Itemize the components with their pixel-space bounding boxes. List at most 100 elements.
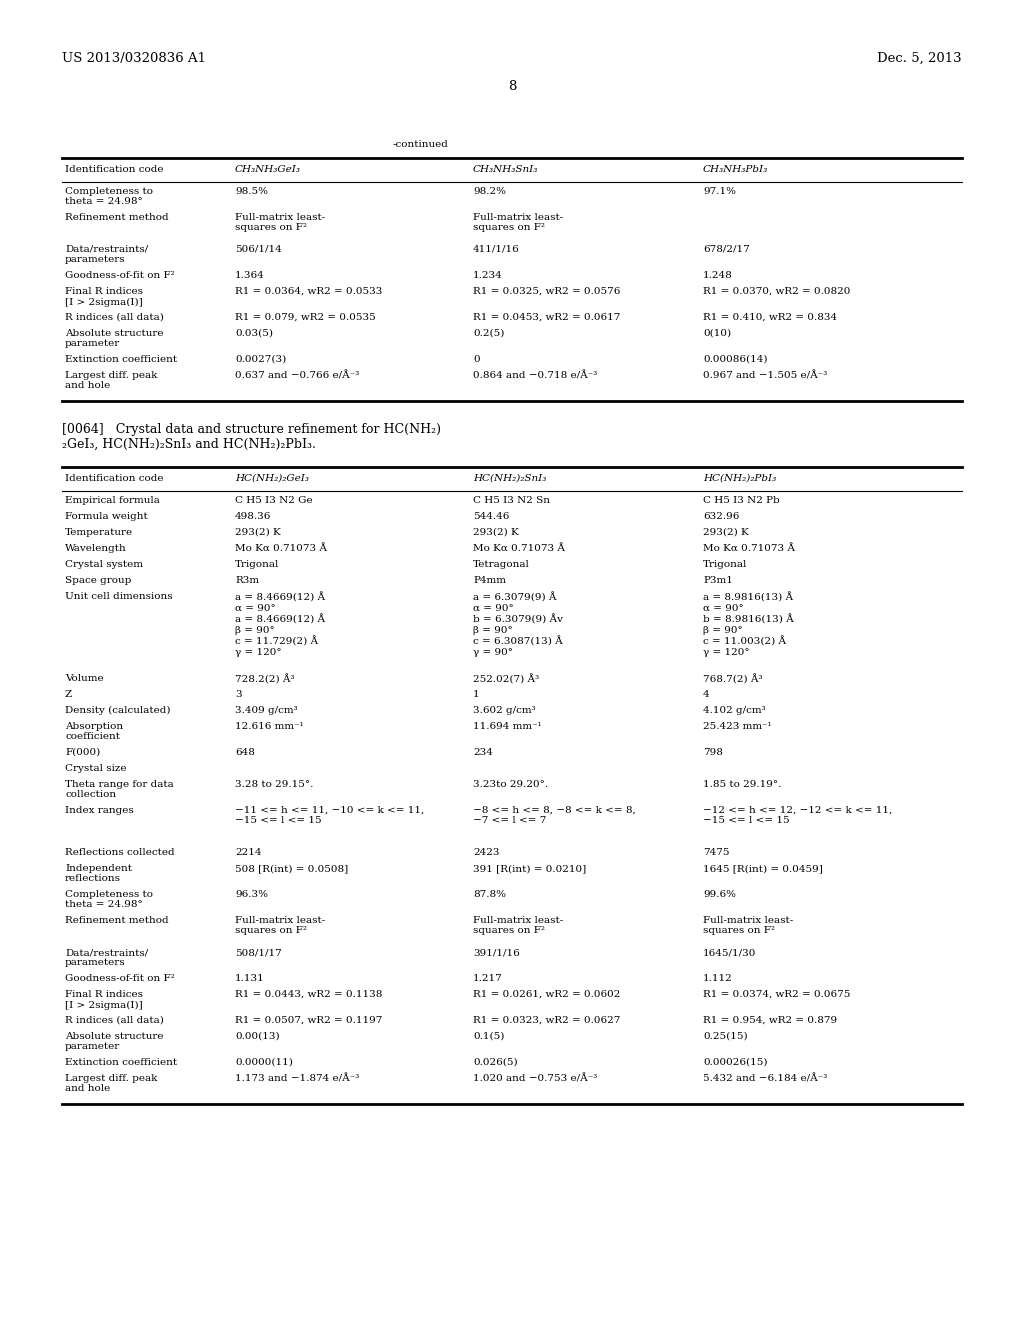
Text: 1.131: 1.131: [234, 974, 265, 983]
Text: 498.36: 498.36: [234, 512, 271, 521]
Text: Refinement method: Refinement method: [65, 213, 169, 222]
Text: Identification code: Identification code: [65, 165, 164, 174]
Text: 87.8%: 87.8%: [473, 890, 506, 899]
Text: 3.602 g/cm³: 3.602 g/cm³: [473, 706, 536, 715]
Text: 234: 234: [473, 748, 493, 756]
Text: 0.967 and −1.505 e/Å⁻³: 0.967 and −1.505 e/Å⁻³: [703, 371, 827, 380]
Text: Mo Kα 0.71073 Å: Mo Kα 0.71073 Å: [473, 544, 565, 553]
Text: Volume: Volume: [65, 675, 103, 682]
Text: 0.026(5): 0.026(5): [473, 1059, 517, 1067]
Text: 0(10): 0(10): [703, 329, 731, 338]
Text: Completeness to
theta = 24.98°: Completeness to theta = 24.98°: [65, 890, 153, 909]
Text: HC(NH₂)₂PbI₃: HC(NH₂)₂PbI₃: [703, 474, 776, 483]
Text: 0.00(13): 0.00(13): [234, 1032, 280, 1041]
Text: R1 = 0.0325, wR2 = 0.0576: R1 = 0.0325, wR2 = 0.0576: [473, 286, 621, 296]
Text: HC(NH₂)₂GeI₃: HC(NH₂)₂GeI₃: [234, 474, 309, 483]
Text: Absolute structure
parameter: Absolute structure parameter: [65, 329, 164, 348]
Text: 0: 0: [473, 355, 479, 364]
Text: −12 <= h <= 12, −12 <= k <= 11,
−15 <= l <= 15: −12 <= h <= 12, −12 <= k <= 11, −15 <= l…: [703, 807, 892, 825]
Text: Unit cell dimensions: Unit cell dimensions: [65, 591, 173, 601]
Text: 506/1/14: 506/1/14: [234, 246, 282, 253]
Text: 1.234: 1.234: [473, 271, 503, 280]
Text: Independent
reflections: Independent reflections: [65, 865, 132, 883]
Text: 1.217: 1.217: [473, 974, 503, 983]
Text: 1.364: 1.364: [234, 271, 265, 280]
Text: CH₃NH₃GeI₃: CH₃NH₃GeI₃: [234, 165, 301, 174]
Text: Extinction coefficient: Extinction coefficient: [65, 1059, 177, 1067]
Text: ₂GeI₃, HC(NH₂)₂SnI₃ and HC(NH₂)₂PbI₃.: ₂GeI₃, HC(NH₂)₂SnI₃ and HC(NH₂)₂PbI₃.: [62, 438, 315, 451]
Text: 3.409 g/cm³: 3.409 g/cm³: [234, 706, 298, 715]
Text: R1 = 0.0443, wR2 = 0.1138: R1 = 0.0443, wR2 = 0.1138: [234, 990, 382, 999]
Text: Full-matrix least-
squares on F²: Full-matrix least- squares on F²: [234, 213, 326, 232]
Text: Reflections collected: Reflections collected: [65, 847, 175, 857]
Text: C H5 I3 N2 Pb: C H5 I3 N2 Pb: [703, 496, 779, 506]
Text: 1.112: 1.112: [703, 974, 733, 983]
Text: 0.0000(11): 0.0000(11): [234, 1059, 293, 1067]
Text: Full-matrix least-
squares on F²: Full-matrix least- squares on F²: [234, 916, 326, 936]
Text: Identification code: Identification code: [65, 474, 164, 483]
Text: 648: 648: [234, 748, 255, 756]
Text: US 2013/0320836 A1: US 2013/0320836 A1: [62, 51, 206, 65]
Text: a = 6.3079(9) Å
α = 90°
b = 6.3079(9) Åv
β = 90°
c = 6.3087(13) Å
γ = 90°: a = 6.3079(9) Å α = 90° b = 6.3079(9) Åv…: [473, 591, 563, 657]
Text: 768.7(2) Å³: 768.7(2) Å³: [703, 675, 763, 684]
Text: 0.637 and −0.766 e/Å⁻³: 0.637 and −0.766 e/Å⁻³: [234, 371, 359, 380]
Text: Refinement method: Refinement method: [65, 916, 169, 925]
Text: 798: 798: [703, 748, 723, 756]
Text: [0064]   Crystal data and structure refinement for HC(NH₂): [0064] Crystal data and structure refine…: [62, 422, 441, 436]
Text: 1.85 to 29.19°.: 1.85 to 29.19°.: [703, 780, 781, 789]
Text: CH₃NH₃SnI₃: CH₃NH₃SnI₃: [473, 165, 539, 174]
Text: 1.248: 1.248: [703, 271, 733, 280]
Text: Mo Kα 0.71073 Å: Mo Kα 0.71073 Å: [234, 544, 327, 553]
Text: 98.2%: 98.2%: [473, 187, 506, 195]
Text: Mo Kα 0.71073 Å: Mo Kα 0.71073 Å: [703, 544, 795, 553]
Text: Completeness to
theta = 24.98°: Completeness to theta = 24.98°: [65, 187, 153, 206]
Text: Temperature: Temperature: [65, 528, 133, 537]
Text: 508 [R(int) = 0.0508]: 508 [R(int) = 0.0508]: [234, 865, 348, 873]
Text: 3.23to 29.20°.: 3.23to 29.20°.: [473, 780, 548, 789]
Text: HC(NH₂)₂SnI₃: HC(NH₂)₂SnI₃: [473, 474, 547, 483]
Text: R3m: R3m: [234, 576, 259, 585]
Text: 293(2) K: 293(2) K: [473, 528, 519, 537]
Text: CH₃NH₃PbI₃: CH₃NH₃PbI₃: [703, 165, 768, 174]
Text: 632.96: 632.96: [703, 512, 739, 521]
Text: 97.1%: 97.1%: [703, 187, 736, 195]
Text: R1 = 0.0261, wR2 = 0.0602: R1 = 0.0261, wR2 = 0.0602: [473, 990, 621, 999]
Text: 1645/1/30: 1645/1/30: [703, 948, 757, 957]
Text: R1 = 0.0364, wR2 = 0.0533: R1 = 0.0364, wR2 = 0.0533: [234, 286, 382, 296]
Text: 3: 3: [234, 690, 242, 700]
Text: Data/restraints/
parameters: Data/restraints/ parameters: [65, 948, 148, 968]
Text: Empirical formula: Empirical formula: [65, 496, 160, 506]
Text: a = 8.9816(13) Å
α = 90°
b = 8.9816(13) Å
β = 90°
c = 11.003(2) Å
γ = 120°: a = 8.9816(13) Å α = 90° b = 8.9816(13) …: [703, 591, 794, 657]
Text: Largest diff. peak
and hole: Largest diff. peak and hole: [65, 371, 158, 391]
Text: 0.864 and −0.718 e/Å⁻³: 0.864 and −0.718 e/Å⁻³: [473, 371, 597, 380]
Text: Z: Z: [65, 690, 73, 700]
Text: 1.173 and −1.874 e/Å⁻³: 1.173 and −1.874 e/Å⁻³: [234, 1074, 359, 1084]
Text: R1 = 0.0323, wR2 = 0.0627: R1 = 0.0323, wR2 = 0.0627: [473, 1016, 621, 1026]
Text: P4mm: P4mm: [473, 576, 506, 585]
Text: R1 = 0.954, wR2 = 0.879: R1 = 0.954, wR2 = 0.879: [703, 1016, 838, 1026]
Text: 252.02(7) Å³: 252.02(7) Å³: [473, 675, 539, 684]
Text: a = 8.4669(12) Å
α = 90°
a = 8.4669(12) Å
β = 90°
c = 11.729(2) Å
γ = 120°: a = 8.4669(12) Å α = 90° a = 8.4669(12) …: [234, 591, 326, 657]
Text: Full-matrix least-
squares on F²: Full-matrix least- squares on F²: [703, 916, 794, 936]
Text: 0.2(5): 0.2(5): [473, 329, 505, 338]
Text: Largest diff. peak
and hole: Largest diff. peak and hole: [65, 1074, 158, 1093]
Text: Full-matrix least-
squares on F²: Full-matrix least- squares on F²: [473, 213, 563, 232]
Text: C H5 I3 N2 Ge: C H5 I3 N2 Ge: [234, 496, 312, 506]
Text: Data/restraints/
parameters: Data/restraints/ parameters: [65, 246, 148, 264]
Text: 728.2(2) Å³: 728.2(2) Å³: [234, 675, 295, 684]
Text: 11.694 mm⁻¹: 11.694 mm⁻¹: [473, 722, 542, 731]
Text: 0.03(5): 0.03(5): [234, 329, 273, 338]
Text: Goodness-of-fit on F²: Goodness-of-fit on F²: [65, 974, 175, 983]
Text: 4.102 g/cm³: 4.102 g/cm³: [703, 706, 766, 715]
Text: 544.46: 544.46: [473, 512, 509, 521]
Text: R1 = 0.079, wR2 = 0.0535: R1 = 0.079, wR2 = 0.0535: [234, 313, 376, 322]
Text: R1 = 0.0374, wR2 = 0.0675: R1 = 0.0374, wR2 = 0.0675: [703, 990, 850, 999]
Text: Final R indices
[I > 2sigma(I)]: Final R indices [I > 2sigma(I)]: [65, 990, 143, 1010]
Text: R1 = 0.0507, wR2 = 0.1197: R1 = 0.0507, wR2 = 0.1197: [234, 1016, 382, 1026]
Text: Final R indices
[I > 2sigma(I)]: Final R indices [I > 2sigma(I)]: [65, 286, 143, 306]
Text: Full-matrix least-
squares on F²: Full-matrix least- squares on F²: [473, 916, 563, 936]
Text: −8 <= h <= 8, −8 <= k <= 8,
−7 <= l <= 7: −8 <= h <= 8, −8 <= k <= 8, −7 <= l <= 7: [473, 807, 636, 825]
Text: 0.25(15): 0.25(15): [703, 1032, 748, 1041]
Text: 2214: 2214: [234, 847, 261, 857]
Text: Extinction coefficient: Extinction coefficient: [65, 355, 177, 364]
